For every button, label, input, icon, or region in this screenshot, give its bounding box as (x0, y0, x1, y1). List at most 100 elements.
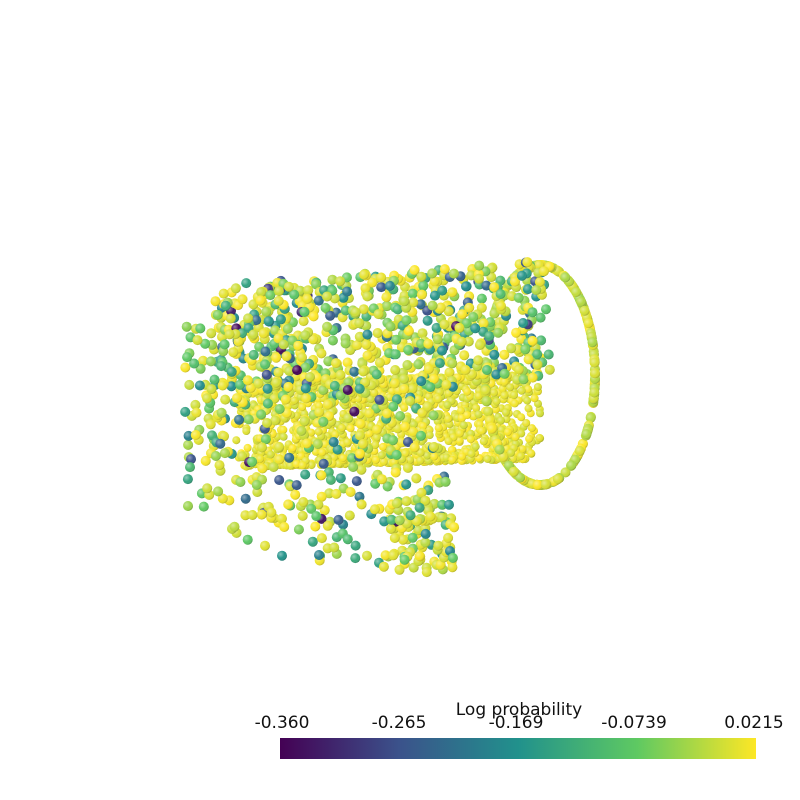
point-shading (423, 338, 434, 349)
point-shading (590, 368, 600, 379)
point-shading (525, 434, 534, 443)
point-shading (497, 425, 506, 434)
point-shading (298, 403, 307, 411)
point-shading (346, 424, 355, 433)
point-shading (292, 365, 303, 376)
point-shading (307, 536, 318, 547)
point-shading (579, 305, 590, 316)
point-shading (400, 403, 409, 412)
point-shading (391, 334, 402, 345)
point-shading (516, 270, 527, 281)
point-shading (339, 454, 347, 463)
point-shading (576, 296, 587, 307)
point-shading (248, 329, 259, 340)
point-shading (434, 424, 443, 432)
point-shading (243, 414, 254, 425)
point-shading (506, 383, 515, 392)
point-shading (427, 268, 438, 279)
point-shading (589, 387, 600, 398)
point-shading (300, 330, 311, 341)
point-shading (378, 561, 389, 572)
point-shading (265, 290, 276, 301)
point-shading (481, 396, 492, 406)
point-shading (218, 288, 229, 299)
point-shading (376, 282, 387, 293)
point-shading (487, 423, 497, 434)
point-shading (413, 359, 424, 370)
point-shading (362, 550, 372, 561)
point-shading (581, 429, 592, 440)
point-shading (371, 441, 380, 449)
point-shading (286, 461, 295, 470)
point-shading (361, 339, 372, 350)
point-shading (274, 404, 285, 414)
point-shading (454, 322, 465, 333)
point-shading (247, 510, 258, 520)
point-shading (359, 269, 370, 280)
point-shading (518, 374, 529, 385)
point-shading (535, 434, 544, 442)
point-shading (243, 313, 254, 324)
point-shading (290, 396, 299, 405)
point-shading (405, 396, 416, 406)
point-shading (499, 368, 510, 379)
point-shading (470, 323, 481, 334)
point-shading (283, 499, 294, 510)
point-shading (298, 461, 307, 470)
point-shading (439, 264, 450, 275)
point-shading (331, 488, 342, 499)
point-shading (532, 359, 543, 370)
point-shading (423, 364, 434, 375)
point-shading (416, 289, 427, 300)
point-shading (381, 292, 392, 303)
point-shading (327, 335, 338, 346)
point-shading (377, 451, 386, 460)
point-shading (311, 447, 320, 456)
point-shading (461, 281, 471, 292)
point-shading (468, 312, 479, 322)
point-shading (589, 357, 600, 368)
point-shading (511, 433, 520, 442)
point-shading (340, 338, 351, 349)
point-shading (403, 345, 414, 355)
point-shading (390, 467, 401, 478)
point-shading (242, 375, 253, 386)
point-shading (248, 349, 259, 360)
point-shading (337, 423, 346, 432)
point-shading (543, 349, 554, 360)
point-shading (418, 280, 429, 291)
point-shading (457, 309, 468, 320)
point-shading (299, 306, 310, 317)
point-shading (463, 411, 472, 420)
point-shading (536, 335, 547, 346)
point-shading (476, 293, 487, 304)
point-shading (395, 411, 406, 421)
point-shading (530, 394, 539, 403)
point-shading (322, 520, 333, 531)
point-shading (257, 442, 267, 453)
point-shading (243, 443, 252, 452)
point-shading (527, 307, 538, 318)
point-shading (290, 489, 301, 500)
point-shading (273, 367, 284, 378)
point-shading (297, 352, 307, 363)
point-shading (403, 326, 414, 336)
point-shading (333, 514, 344, 525)
point-shading (263, 316, 274, 327)
point-shading (318, 416, 329, 427)
point-shading (532, 349, 543, 360)
point-shading (258, 328, 269, 339)
point-shading (566, 460, 577, 471)
point-shading (455, 429, 464, 438)
point-shading (362, 291, 373, 302)
point-shading (307, 461, 316, 470)
point-shading (364, 408, 375, 419)
point-shading (305, 372, 315, 382)
point-shading (524, 404, 533, 413)
point-shading (279, 432, 288, 441)
point-shading (455, 436, 464, 445)
point-shading (517, 413, 526, 422)
point-shading (473, 355, 484, 366)
point-shading (257, 463, 268, 474)
